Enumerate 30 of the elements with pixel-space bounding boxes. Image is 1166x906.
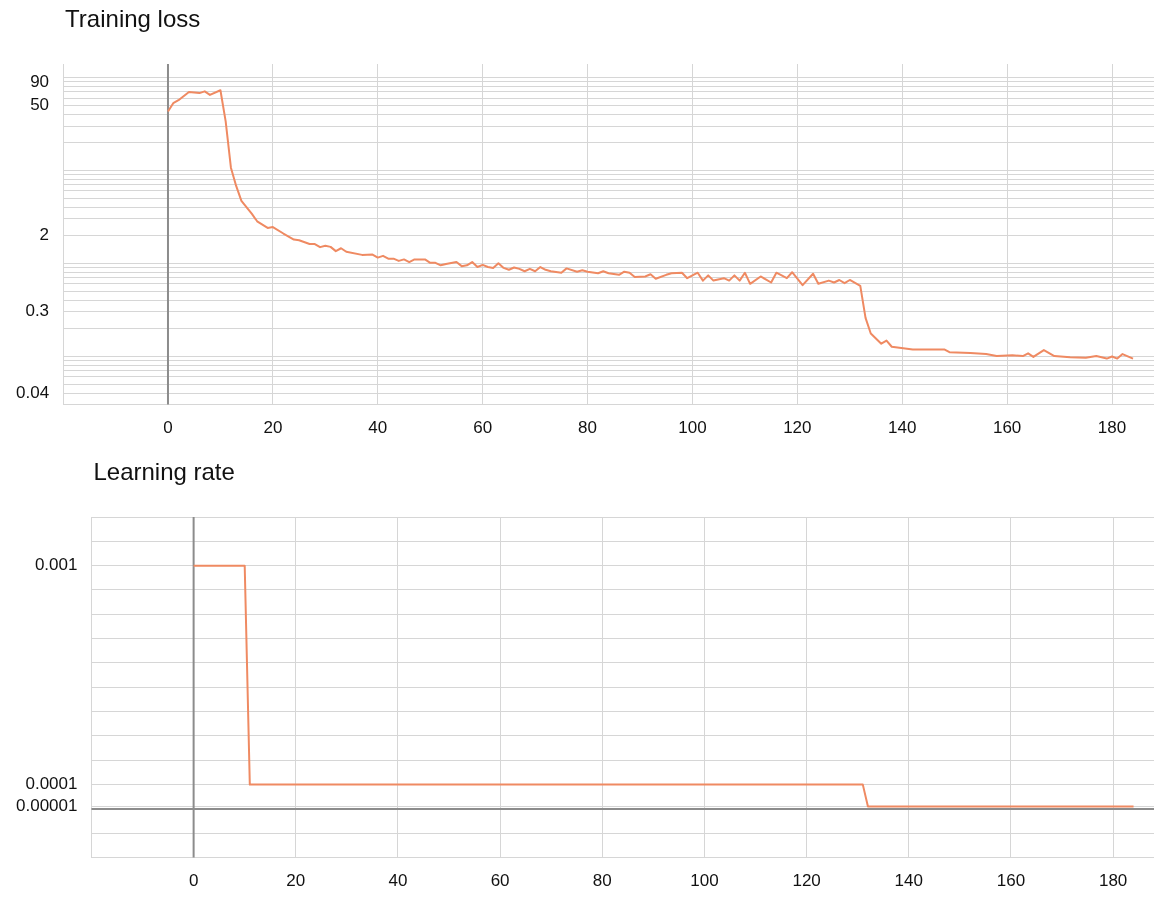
x-tick-label: 40 bbox=[368, 418, 388, 438]
chart-title: Learning rate bbox=[93, 457, 235, 485]
x-tick-label: 180 bbox=[1098, 871, 1128, 891]
y-tick-label: 2 bbox=[39, 224, 50, 244]
x-tick-label: 80 bbox=[592, 871, 612, 891]
x-tick-label: 0 bbox=[188, 871, 199, 891]
y-tick-label: 50 bbox=[30, 95, 50, 115]
y-tick-label: 0.001 bbox=[34, 555, 78, 575]
x-tick-label: 100 bbox=[690, 871, 719, 891]
x-tick-label: 140 bbox=[894, 871, 923, 891]
y-tick-label: 0.00001 bbox=[16, 796, 78, 816]
y-tick-label: 0.0001 bbox=[25, 774, 78, 794]
x-tick-label: 20 bbox=[286, 871, 306, 891]
x-tick-label: 0 bbox=[163, 418, 173, 438]
y-tick-label: 0.04 bbox=[15, 382, 50, 402]
y-tick-label: 90 bbox=[30, 71, 50, 91]
x-tick-label: 80 bbox=[578, 418, 598, 438]
x-tick-label: 120 bbox=[792, 871, 821, 891]
x-tick-label: 20 bbox=[263, 418, 283, 438]
x-tick-label: 60 bbox=[473, 418, 493, 438]
x-tick-label: 160 bbox=[996, 871, 1026, 891]
x-tick-label: 120 bbox=[783, 418, 812, 438]
y-tick-label: 0.3 bbox=[25, 301, 50, 321]
x-tick-label: 140 bbox=[888, 418, 917, 438]
x-tick-label: 180 bbox=[1097, 418, 1127, 438]
x-tick-label: 40 bbox=[388, 871, 408, 891]
x-tick-label: 100 bbox=[678, 418, 707, 438]
x-tick-label: 60 bbox=[490, 871, 510, 891]
chart-title: Training loss bbox=[65, 4, 201, 32]
x-tick-label: 160 bbox=[992, 418, 1022, 438]
